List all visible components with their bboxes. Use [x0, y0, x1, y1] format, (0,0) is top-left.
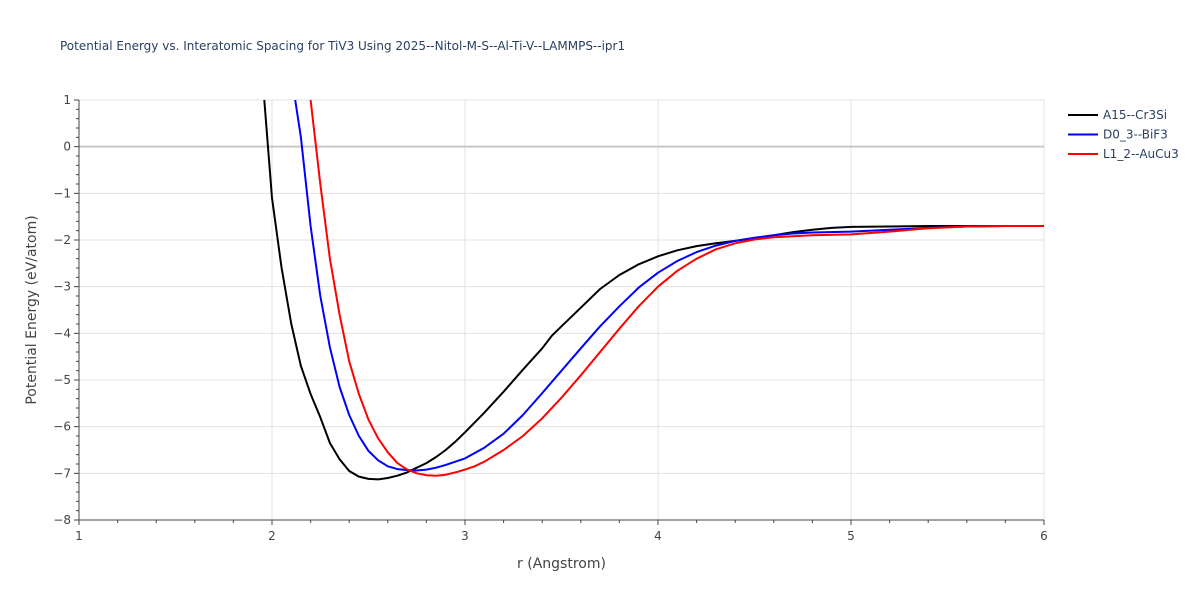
y-tick-label: 0	[63, 140, 71, 154]
chart-title: Potential Energy vs. Interatomic Spacing…	[60, 39, 625, 53]
y-tick-label: −7	[53, 466, 71, 480]
tick-labels: 1 2 3 4 5 6 1 0 −1 −2 −3 −4 −5 −6 −7 −8	[53, 93, 1048, 543]
y-tick-label: −1	[53, 186, 71, 200]
legend-label: L1_2--AuCu3	[1103, 147, 1179, 161]
x-axis-title: r (Angstrom)	[517, 556, 606, 572]
legend-item-2[interactable]: L1_2--AuCu3	[1068, 147, 1179, 161]
series-lines	[263, 100, 1044, 481]
x-tick-label: 2	[268, 529, 276, 543]
legend-item-1[interactable]: D0_3--BiF3	[1068, 128, 1168, 142]
y-tick-label: −2	[53, 233, 71, 247]
axes	[74, 99, 1045, 525]
series-line-2	[309, 100, 1044, 477]
legend[interactable]: A15--Cr3Si D0_3--BiF3 L1_2--AuCu3	[1068, 108, 1179, 161]
legend-label: D0_3--BiF3	[1103, 128, 1168, 142]
y-tick-label: −5	[53, 373, 71, 387]
x-tick-label: 4	[654, 529, 662, 543]
legend-label: A15--Cr3Si	[1103, 108, 1167, 122]
y-axis-title: Potential Energy (eV/atom)	[24, 215, 40, 404]
x-tick-label: 6	[1040, 529, 1048, 543]
y-tick-label: 1	[63, 93, 71, 107]
y-tick-label: −4	[53, 326, 71, 340]
y-tick-label: −6	[53, 420, 71, 434]
x-tick-label: 1	[75, 529, 83, 543]
y-tick-label: −3	[53, 280, 71, 294]
legend-item-0[interactable]: A15--Cr3Si	[1068, 108, 1167, 122]
x-tick-label: 5	[847, 529, 855, 543]
x-tick-label: 3	[461, 529, 469, 543]
series-line-1	[294, 100, 1044, 472]
y-tick-label: −8	[53, 513, 71, 527]
series-line-0	[263, 100, 1044, 481]
grid	[79, 99, 1045, 520]
